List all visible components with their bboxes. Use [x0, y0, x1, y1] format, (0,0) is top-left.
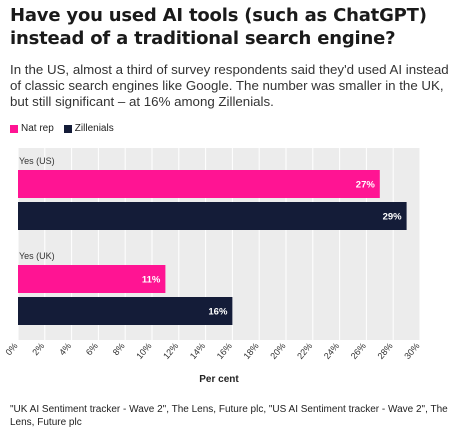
- legend-label-nat-rep: Nat rep: [21, 123, 54, 134]
- legend-item-nat-rep: Nat rep: [10, 123, 54, 134]
- x-tick-label-13: 26%: [349, 341, 368, 361]
- x-tick-label-12: 24%: [322, 341, 341, 361]
- data-label-1-1: 16%: [208, 307, 228, 318]
- bar-0-0: [18, 170, 380, 198]
- x-tick-label-7: 14%: [188, 341, 207, 361]
- chart-title: Have you used AI tools (such as ChatGPT)…: [10, 5, 427, 49]
- category-label-1: Yes (UK): [19, 251, 55, 261]
- x-tick-label-10: 20%: [268, 341, 287, 361]
- source-note: "UK AI Sentiment tracker - Wave 2", The …: [10, 404, 448, 428]
- x-axis-title: Per cent: [199, 374, 239, 385]
- x-tick-label-6: 12%: [161, 341, 180, 361]
- x-tick-label-11: 22%: [295, 341, 314, 361]
- x-tick-label-8: 16%: [215, 341, 234, 361]
- x-tick-label-4: 8%: [111, 341, 127, 357]
- x-tick-label-5: 10%: [134, 341, 153, 361]
- bar-0-1: [18, 202, 407, 230]
- x-tick-label-14: 28%: [375, 341, 394, 361]
- bar-1-0: [18, 265, 166, 293]
- legend-swatch-zillenials: [63, 124, 72, 133]
- x-tick-label-3: 6%: [84, 341, 100, 357]
- x-tick-label-0: 0%: [4, 341, 20, 357]
- bar-1-1: [18, 297, 233, 325]
- data-label-1-0: 11%: [142, 275, 161, 286]
- data-label-0-1: 29%: [383, 212, 403, 223]
- x-tick-label-15: 30%: [402, 341, 421, 361]
- legend-swatch-nat-rep: [10, 124, 18, 133]
- x-tick-label-2: 4%: [57, 341, 73, 357]
- legend: Nat rep Zillenials: [10, 123, 114, 134]
- x-tick-label-1: 2%: [30, 341, 46, 357]
- data-label-0-0: 27%: [356, 180, 376, 191]
- chart-subtitle: In the US, almost a third of survey resp…: [10, 62, 449, 109]
- legend-label-zillenials: Zillenials: [74, 123, 114, 134]
- x-tick-label-9: 18%: [241, 341, 260, 361]
- legend-item-zillenials: Zillenials: [63, 123, 114, 134]
- category-label-0: Yes (US): [19, 156, 55, 166]
